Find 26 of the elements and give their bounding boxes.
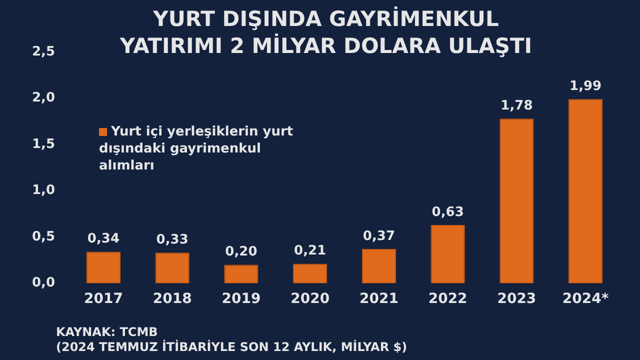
data-label: 1,99 [570,79,602,94]
data-label: 0,20 [225,244,258,260]
y-tick-label: 0,0 [32,276,56,291]
chart-title: YURT DIŞINDA GAYRİMENKUL YATIRIMI 2 MİLYAR DOLARA ULAŞTI [118,6,532,58]
y-tick-label: 0,5 [32,229,56,244]
x-tick-label: 2023 [497,291,536,308]
y-tick-label: 2,0 [32,90,56,106]
x-tick-label: 2019 [222,291,261,308]
data-label: 1,78 [500,98,533,114]
data-label: 0,37 [362,228,395,244]
y-tick-label: 1,0 [32,183,56,198]
data-label: 0,63 [432,204,464,220]
x-tick-label: 2017 [84,291,123,308]
x-tick-label: 2020 [290,291,330,308]
x-tick-label: 2021 [359,291,398,308]
legend-label: Yurt içi yerleşiklerin yurt dışındaki gayrimenkul alımları [99,124,294,174]
text: (2024 TEMMUZ İTİBARİYLE SON 12 AYLIK, MİLYAR $) [56,339,408,354]
data-label: 0,21 [294,244,326,259]
x-tick-label: 2018 [152,291,192,308]
data-label: 0,33 [156,232,188,248]
text: KAYNAK: TCMB [56,325,158,340]
x-tick-label: 2024* [562,291,610,308]
y-tick-label: 2,5 [32,44,56,60]
y-tick-label: 1,5 [32,136,56,152]
data-label: 0,34 [87,232,120,247]
x-tick-label: 2022 [428,291,468,308]
